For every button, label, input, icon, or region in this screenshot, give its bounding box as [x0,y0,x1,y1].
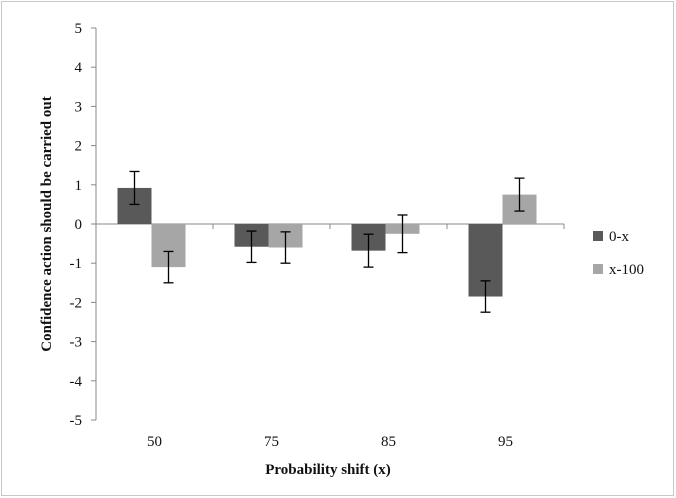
x-tick-label: 75 [264,434,279,450]
error-bars-layer [129,170,525,313]
legend: 0-x x-100 [593,229,644,278]
y-tick-label: 1 [75,178,83,194]
y-tick-label: 2 [75,139,83,155]
y-tick-label: -1 [70,256,83,272]
x-tick-label: 85 [381,434,396,450]
y-tick-label: -5 [70,413,83,429]
x-tick-label: 95 [498,434,513,450]
legend-swatch-0-x [593,231,603,241]
y-tick-label: 5 [75,21,83,37]
bars-layer [117,187,537,297]
y-tick-label: -2 [70,295,83,311]
legend-label-0-x: 0-x [609,229,629,245]
y-tick-label: -3 [70,335,83,351]
y-tick-label: 0 [75,217,83,233]
y-tick-label: 3 [75,99,83,115]
y-tick-label: -4 [70,374,83,390]
legend-label-x-100: x-100 [609,262,644,278]
x-tick-label: 50 [147,434,162,450]
legend-swatch-x-100 [593,264,603,274]
y-axis-title: Confidence action should be carried out [39,96,55,351]
y-tick-label: 4 [75,60,83,76]
x-axis-title: Probability shift (x) [265,462,391,478]
tick-labels-layer: 5 4 3 2 1 0 -1 -2 -3 -4 -5 50 75 85 95 [70,21,514,450]
